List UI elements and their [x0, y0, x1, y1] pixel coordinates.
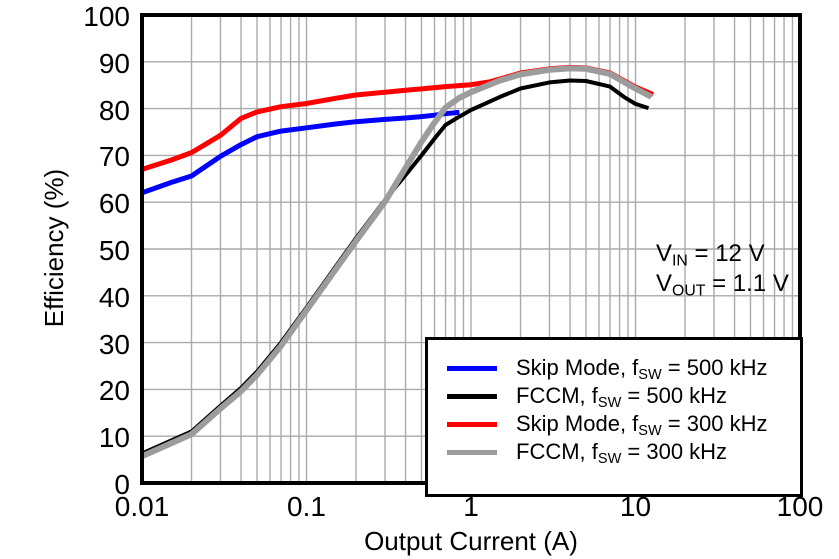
y-tick-label-70: 70	[98, 141, 130, 173]
x-tick-label-10: 10	[619, 491, 652, 522]
y-tick-label-10: 10	[98, 422, 130, 454]
legend-line-sample	[447, 421, 497, 427]
legend-line-sample	[447, 449, 497, 455]
x-axis-title: Output Current (A)	[364, 526, 578, 556]
legend: Skip Mode, fSW = 500 kHz FCCM, fSW = 500 …	[425, 337, 803, 497]
legend-row-2: FCCM, fSW = 500 kHz	[428, 382, 800, 410]
x-tick-label-100: 100	[776, 491, 824, 522]
y-tick-label-90: 90	[98, 47, 130, 79]
legend-line-sample	[447, 365, 497, 371]
legend-row-4: FCCM, fSW = 300 kHz	[428, 438, 800, 466]
annotation-line-2: VOUT = 1.1 V	[656, 270, 789, 300]
legend-row-1: Skip Mode, fSW = 500 kHz	[428, 354, 800, 382]
x-tick-label-0.01: 0.01	[114, 491, 170, 522]
legend-label: Skip Mode, fSW = 300 kHz	[516, 411, 768, 440]
y-tick-label-80: 80	[98, 94, 130, 126]
legend-label: FCCM, fSW = 500 kHz	[516, 383, 728, 412]
series-line-fccm-fsw-300-khz	[140, 65, 653, 460]
legend-label: FCCM, fSW = 300 kHz	[516, 439, 728, 468]
legend-row-3: Skip Mode, fSW = 300 kHz	[428, 410, 800, 438]
y-tick-label-0: 0	[114, 469, 130, 500]
x-tick-label-0.1: 0.1	[287, 491, 326, 522]
y-tick-label-20: 20	[98, 375, 130, 407]
y-tick-label-40: 40	[98, 281, 130, 313]
y-tick-label-100: 100	[83, 1, 130, 32]
conditions-annotation: VIN = 12 V VOUT = 1.1 V	[656, 239, 789, 299]
legend-label: Skip Mode, fSW = 500 kHz	[516, 355, 768, 384]
series-line-skip-mode-fsw-500-khz	[141, 109, 460, 196]
legend-line-sample	[447, 393, 497, 399]
y-axis-title: Efficiency (%)	[39, 168, 69, 328]
x-tick-label-1: 1	[463, 491, 479, 522]
annotation-line-1: VIN = 12 V	[656, 240, 765, 270]
y-tick-label-50: 50	[98, 235, 130, 266]
y-tick-label-60: 60	[98, 188, 130, 220]
series-curves	[140, 64, 655, 460]
y-tick-label-30: 30	[98, 328, 130, 360]
